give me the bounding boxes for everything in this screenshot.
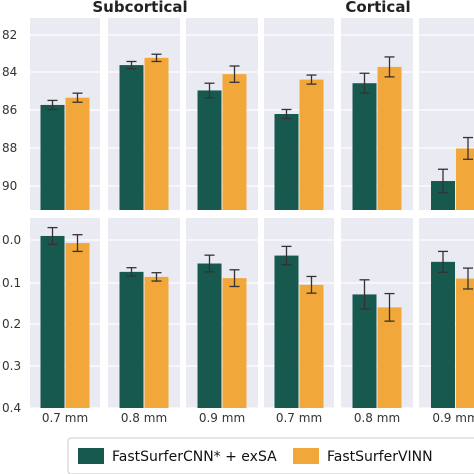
legend-swatch-0 [78, 448, 104, 464]
x-tick-label-4: 0.8 mm [354, 411, 400, 425]
panel-background-r1-c1 [108, 218, 180, 408]
y-tick-label-r1-3: 0.3 [2, 359, 21, 373]
legend-label-0: FastSurferCNN* + exSA [112, 449, 277, 465]
bar-r0-g5-s1 [456, 148, 474, 210]
x-tick-label-5: 0.9 mm [432, 411, 474, 425]
bar-r1-g3-s0 [274, 255, 299, 408]
column-title-1: Cortical [345, 0, 410, 16]
y-tick-label-r0-4: 90 [2, 179, 17, 193]
bar-r1-g4-s1 [377, 307, 402, 408]
y-tick-label-r0-0: 82 [2, 28, 17, 42]
x-tick-label-1: 0.8 mm [121, 411, 167, 425]
bar-r0-g2-s0 [197, 90, 222, 210]
panel-background-r1-c4 [341, 218, 413, 408]
legend-label-1: FastSurferVINN [327, 449, 433, 465]
y-tick-label-r1-4: 0.4 [2, 401, 21, 415]
bar-r0-g0-s0 [40, 104, 65, 210]
bar-r0-g4-s0 [352, 83, 377, 210]
x-tick-label-2: 0.9 mm [199, 411, 245, 425]
bar-r0-g2-s1 [222, 74, 247, 210]
panel-background-r0-c1 [108, 18, 180, 210]
bar-r1-g1-s0 [119, 271, 144, 408]
bar-r0-g4-s1 [377, 66, 402, 210]
bar-r1-g0-s0 [40, 235, 65, 408]
bar-r1-g5-s1 [456, 278, 474, 408]
panel-background-r0-c2 [186, 18, 258, 210]
bar-r0-g0-s1 [65, 97, 90, 210]
bar-r1-g5-s0 [431, 261, 455, 408]
y-tick-label-r0-2: 86 [2, 103, 17, 117]
x-tick-label-3: 0.7 mm [276, 411, 322, 425]
bar-r1-g4-s0 [352, 294, 377, 408]
y-tick-label-r1-0: 0.0 [2, 233, 21, 247]
bar-r1-g2-s0 [197, 263, 222, 408]
panel-background-r0-c4 [341, 18, 413, 210]
column-title-0: Subcortical [92, 0, 187, 16]
bar-r0-g1-s1 [144, 57, 169, 210]
bar-r0-g3-s1 [299, 79, 324, 211]
bar-r1-g2-s1 [222, 278, 247, 408]
legend-swatch-1 [293, 448, 319, 464]
legend-box [67, 437, 474, 474]
x-tick-label-0: 0.7 mm [42, 411, 88, 425]
panel-background-r1-c2 [186, 218, 258, 408]
y-tick-label-r1-1: 0.1 [2, 276, 21, 290]
y-tick-label-r0-1: 84 [2, 65, 17, 79]
y-tick-label-r0-3: 88 [2, 141, 17, 155]
bar-r0-g3-s0 [274, 114, 299, 210]
bar-r1-g0-s1 [65, 243, 90, 408]
bar-r1-g1-s1 [144, 276, 169, 408]
bar-r0-g1-s0 [119, 65, 144, 211]
bar-r1-g3-s1 [299, 284, 324, 408]
y-tick-label-r1-2: 0.2 [2, 317, 21, 331]
